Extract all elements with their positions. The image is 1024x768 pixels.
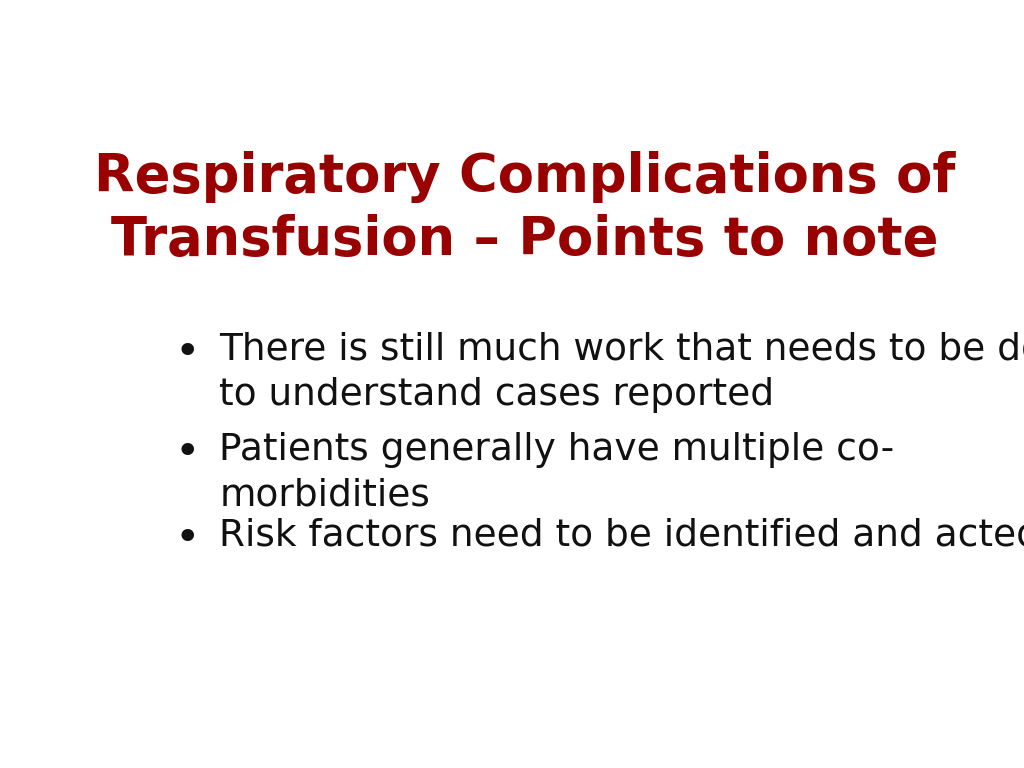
Text: Risk factors need to be identified and acted on: Risk factors need to be identified and a… bbox=[219, 518, 1024, 554]
Text: There is still much work that needs to be done
to understand cases reported: There is still much work that needs to b… bbox=[219, 332, 1024, 413]
Text: •: • bbox=[175, 518, 201, 560]
Text: Respiratory Complications of
Transfusion – Points to note: Respiratory Complications of Transfusion… bbox=[94, 151, 955, 266]
Text: •: • bbox=[175, 432, 201, 474]
Text: •: • bbox=[175, 332, 201, 374]
Text: Patients generally have multiple co-
morbidities: Patients generally have multiple co- mor… bbox=[219, 432, 895, 514]
